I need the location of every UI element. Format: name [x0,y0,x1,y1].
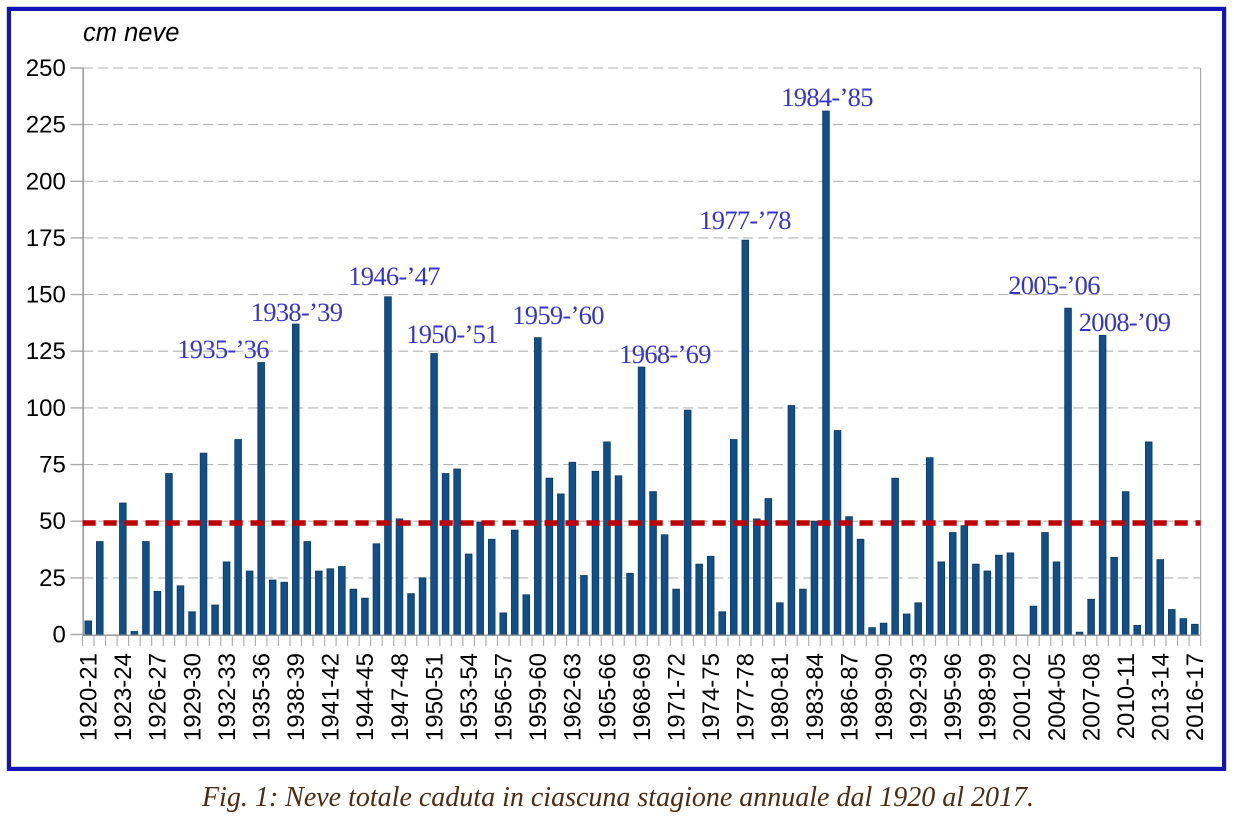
svg-text:1968-69: 1968-69 [629,653,656,741]
svg-text:1941-42: 1941-42 [318,653,345,741]
svg-text:1998-99: 1998-99 [975,653,1002,741]
svg-text:1935-36: 1935-36 [249,653,276,741]
svg-text:1992-93: 1992-93 [906,653,933,741]
svg-text:1935-’36: 1935-’36 [177,334,269,364]
svg-text:1989-90: 1989-90 [871,653,898,741]
svg-text:1953-54: 1953-54 [456,653,483,741]
svg-text:1977-78: 1977-78 [733,653,760,741]
svg-text:1977-’78: 1977-’78 [699,205,791,235]
svg-text:175: 175 [26,225,66,252]
svg-text:150: 150 [26,282,66,309]
svg-text:1971-72: 1971-72 [663,653,690,741]
svg-text:2010-11: 2010-11 [1113,653,1140,739]
svg-text:1938-’39: 1938-’39 [251,297,343,327]
svg-text:100: 100 [26,395,66,422]
svg-text:1946-’47: 1946-’47 [348,261,440,291]
svg-text:2004-05: 2004-05 [1044,653,1071,741]
svg-text:225: 225 [26,112,66,139]
svg-text:2016-17: 2016-17 [1182,653,1209,741]
svg-text:2007-08: 2007-08 [1078,653,1105,741]
svg-text:2013-14: 2013-14 [1148,653,1175,741]
svg-text:1968-’69: 1968-’69 [619,339,711,369]
svg-text:1938-39: 1938-39 [283,653,310,741]
svg-text:1995-96: 1995-96 [940,653,967,741]
svg-text:250: 250 [26,55,66,82]
svg-text:1984-’85: 1984-’85 [781,82,873,112]
svg-text:1950-51: 1950-51 [421,653,448,741]
svg-text:75: 75 [39,452,66,479]
svg-text:1926-27: 1926-27 [145,653,172,741]
svg-text:1983-84: 1983-84 [802,653,829,741]
svg-text:2001-02: 2001-02 [1009,653,1036,741]
svg-text:1974-75: 1974-75 [698,653,725,741]
svg-text:cm neve: cm neve [83,19,179,47]
svg-text:1959-’60: 1959-’60 [512,300,604,330]
svg-text:1959-60: 1959-60 [525,653,552,741]
svg-text:1920-21: 1920-21 [76,653,103,741]
svg-text:1944-45: 1944-45 [352,653,379,741]
svg-text:1962-63: 1962-63 [560,653,587,741]
svg-text:2008-’09: 2008-’09 [1079,307,1171,337]
svg-text:1956-57: 1956-57 [491,653,518,741]
svg-text:1950-’51: 1950-’51 [406,319,498,349]
svg-text:1923-24: 1923-24 [110,653,137,741]
svg-text:1929-30: 1929-30 [179,653,206,741]
svg-text:2005-’06: 2005-’06 [1008,270,1100,300]
svg-text:1965-66: 1965-66 [594,653,621,741]
svg-text:25: 25 [39,565,66,592]
svg-text:1986-87: 1986-87 [836,653,863,741]
svg-text:125: 125 [26,338,66,365]
svg-text:1932-33: 1932-33 [214,653,241,741]
svg-text:0: 0 [52,622,65,649]
svg-text:Fig. 1: Neve totale caduta in: Fig. 1: Neve totale caduta in ciascuna s… [201,782,1034,813]
svg-text:50: 50 [39,508,66,535]
svg-text:200: 200 [26,168,66,195]
svg-text:1947-48: 1947-48 [387,653,414,741]
svg-text:1980-81: 1980-81 [767,653,794,741]
